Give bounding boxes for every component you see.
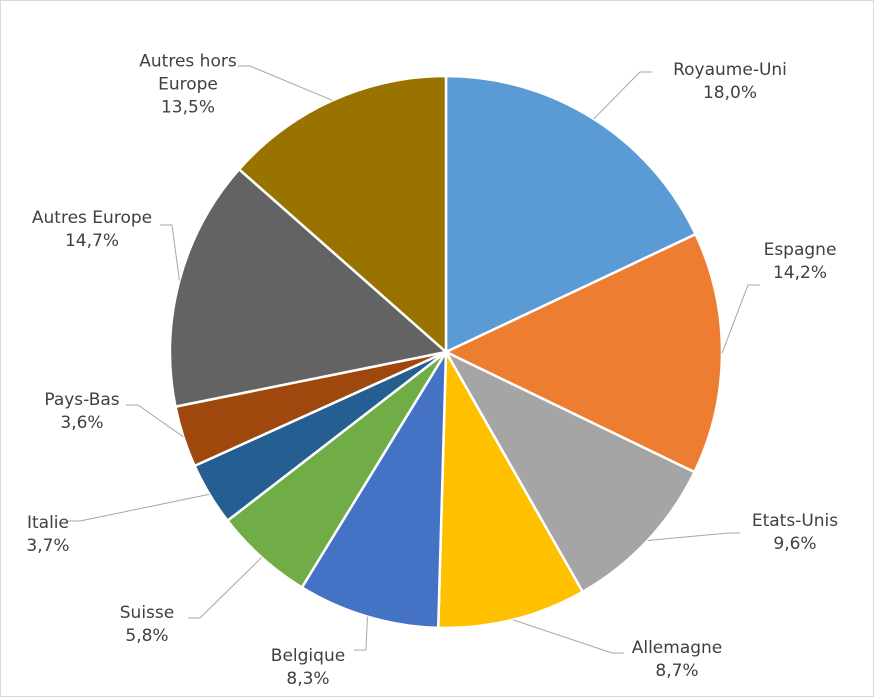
pie-slice [443, 232, 724, 474]
value-label: 3,6% [60, 413, 104, 433]
category-label: Allemagne [631, 638, 723, 658]
leader-line [512, 619, 624, 654]
leader-line [721, 284, 760, 354]
leader-line [126, 404, 184, 438]
value-label: 14,7% [64, 231, 119, 251]
data-label: Etats-Unis 9,6% [735, 510, 855, 556]
category-label: Suisse [119, 603, 175, 623]
category-label: Autres hors Europe [139, 51, 237, 95]
data-label: Belgique 8,3% [248, 645, 368, 691]
data-label: Pays-Bas 3,6% [27, 389, 137, 435]
data-label: Espagne 14,2% [740, 239, 860, 285]
pie-slice [444, 74, 698, 354]
leader-line [354, 616, 368, 651]
data-label: Allemagne 8,7% [612, 637, 742, 683]
category-label: Royaume-Uni [673, 60, 787, 80]
leader-line [188, 557, 263, 619]
leader-line [160, 224, 180, 281]
pie-slice [237, 74, 448, 355]
category-label: Pays-Bas [44, 390, 120, 410]
data-label: Autres Europe 14,7% [7, 207, 177, 253]
data-label: Royaume-Uni 18,0% [650, 59, 810, 105]
pie-slice [168, 167, 449, 409]
value-label: 3,7% [26, 536, 70, 556]
category-label: Etats-Unis [751, 511, 839, 531]
category-label: Belgique [270, 646, 346, 666]
leader-line [593, 71, 652, 120]
category-label: Autres Europe [31, 208, 153, 228]
data-label: Italie 3,7% [3, 512, 93, 558]
value-label: 8,7% [655, 661, 699, 681]
leader-line [68, 493, 210, 522]
category-label: Italie [26, 513, 69, 533]
pie-slice [436, 347, 585, 630]
value-label: 8,3% [286, 669, 330, 689]
leader-line [647, 532, 740, 541]
value-label: 5,8% [125, 626, 169, 646]
value-label: 18,0% [702, 83, 757, 103]
value-label: 9,6% [773, 534, 817, 554]
data-label: Suisse 5,8% [97, 602, 197, 648]
leader-line [238, 65, 333, 101]
data-label: Autres hors Europe 13,5% [118, 51, 258, 120]
category-label: Espagne [763, 240, 837, 260]
pie-slice [442, 349, 697, 594]
value-label: 13,5% [160, 97, 215, 118]
pie-slice [300, 347, 448, 630]
value-label: 14,2% [772, 263, 827, 283]
